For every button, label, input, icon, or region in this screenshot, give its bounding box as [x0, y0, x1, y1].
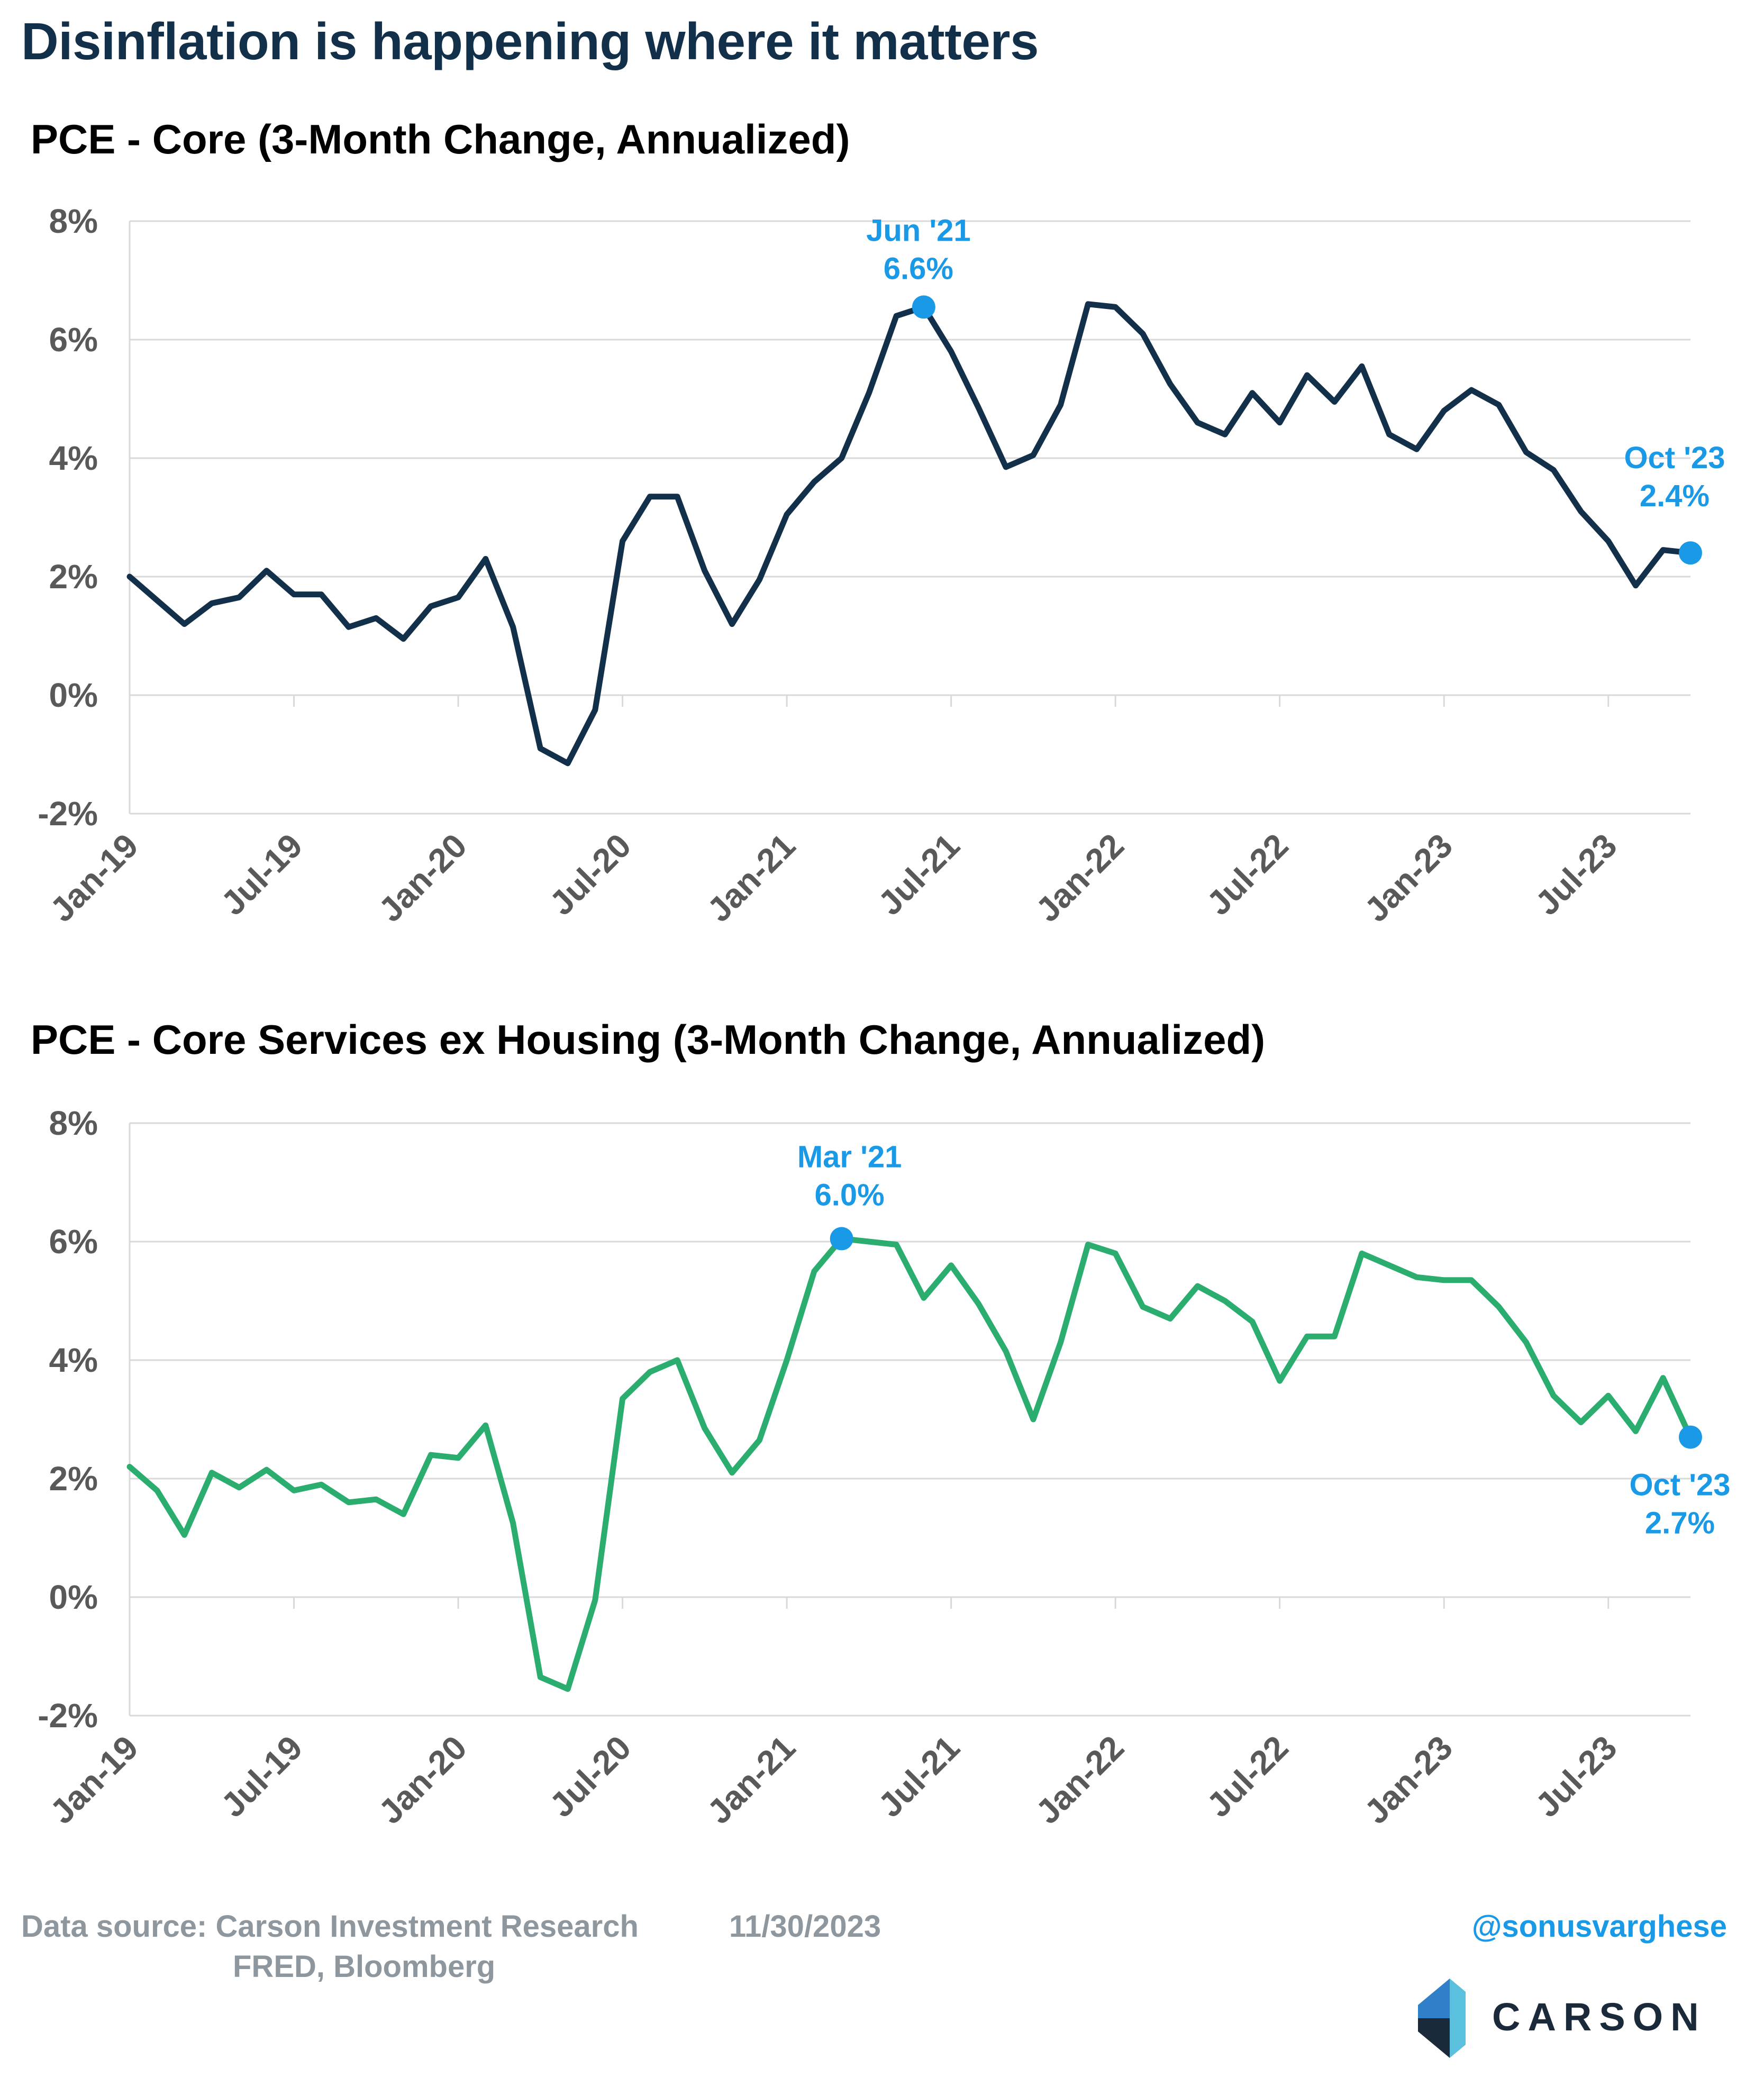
x-tick-label: Jul-19: [214, 826, 310, 923]
x-tick-label: Jul-22: [1199, 826, 1296, 923]
highlight-point: [912, 295, 935, 319]
x-tick-label: Jan-22: [1029, 1728, 1131, 1831]
x-tick-label: Jul-20: [542, 1728, 639, 1825]
x-tick-label: Jan-23: [1357, 826, 1460, 929]
x-tick-label: Jan-19: [43, 1728, 146, 1831]
series-line: [126, 1235, 1694, 1692]
y-tick-label: 8%: [49, 202, 98, 240]
y-tick-label: 6%: [49, 1223, 98, 1261]
x-tick-label: Jul-21: [871, 826, 967, 923]
annotation-label: Jun '21: [866, 213, 971, 248]
y-tick-label: 2%: [49, 558, 98, 596]
x-tick-label: Jan-23: [1357, 1728, 1460, 1831]
x-tick-label: Jan-19: [43, 826, 146, 929]
x-tick-label: Jul-22: [1199, 1728, 1296, 1825]
carson-logo: CARSON: [1418, 1973, 1714, 2063]
x-tick-label: Jan-20: [371, 826, 474, 929]
x-tick-label: Jan-21: [700, 826, 803, 929]
data-source-line2: FRED, Bloomberg: [233, 1949, 496, 1984]
series-line: [126, 301, 1694, 767]
x-tick-label: Jul-23: [1528, 826, 1624, 923]
y-tick-label: 4%: [49, 1341, 98, 1379]
x-tick-label: Jul-20: [542, 826, 639, 923]
y-tick-label: 8%: [49, 1104, 98, 1142]
y-tick-label: 2%: [49, 1460, 98, 1498]
annotation-label: Oct '23: [1624, 441, 1725, 475]
highlight-point: [1679, 541, 1702, 565]
y-tick-label: 0%: [49, 676, 98, 714]
chart2-title: PCE - Core Services ex Housing (3-Month …: [31, 1016, 1266, 1063]
x-tick-label: Jul-19: [214, 1728, 310, 1825]
x-tick-label: Jul-21: [871, 1728, 967, 1825]
annotation-label: 6.6%: [884, 251, 953, 286]
x-tick-label: Jan-20: [371, 1728, 474, 1831]
y-tick-label: 0%: [49, 1578, 98, 1616]
x-tick-label: Jan-22: [1029, 826, 1131, 929]
annotation-label: 2.4%: [1640, 479, 1710, 513]
y-tick-label: 6%: [49, 321, 98, 359]
y-tick-label: 4%: [49, 439, 98, 477]
twitter-handle[interactable]: @sonusvarghese: [1471, 1909, 1727, 1944]
carson-logo-icon: [1418, 1979, 1466, 2058]
y-tick-label: -2%: [38, 1697, 98, 1735]
y-tick-label: -2%: [38, 795, 98, 833]
annotation-label: 6.0%: [815, 1178, 885, 1212]
highlight-point: [830, 1227, 853, 1251]
annotation-label: Mar '21: [797, 1140, 902, 1174]
chart1-core-pce: 8% 6% 4% 2% 0% -2%Jan-19 Jul-19 Jan-20 Jul-20 Jan…: [38, 202, 1725, 929]
annotation-label: Oct '23: [1629, 1468, 1730, 1502]
chart1-title: PCE - Core (3-Month Change, Annualized): [31, 116, 850, 162]
publish-date: 11/30/2023: [729, 1909, 881, 1944]
annotation-label: 2.7%: [1645, 1506, 1715, 1541]
highlight-point: [1679, 1425, 1702, 1449]
chart2-core-services-ex-housing: 8% 6% 4% 2% 0% -2%Jan-19 Jul-19 Jan-20 Jul-20 Jan…: [38, 1104, 1730, 1831]
data-source-line1: Data source: Carson Investment Research: [21, 1909, 639, 1944]
page-title: Disinflation is happening where it matte…: [21, 12, 1039, 70]
x-tick-label: Jan-21: [700, 1728, 803, 1831]
x-tick-label: Jul-23: [1528, 1728, 1624, 1825]
carson-logo-text: CARSON: [1492, 1995, 1706, 2039]
